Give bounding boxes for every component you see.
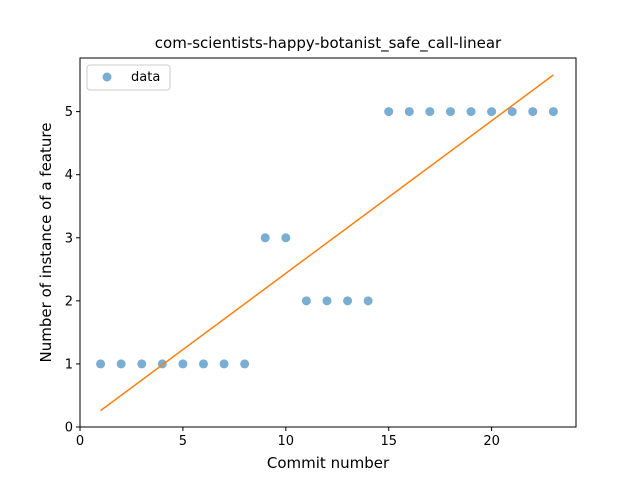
data-point bbox=[137, 359, 147, 369]
y-tick-label: 5 bbox=[65, 105, 73, 120]
axes-frame bbox=[79, 57, 577, 428]
x-tick-label: 20 bbox=[483, 434, 500, 449]
data-point bbox=[384, 107, 394, 117]
y-tick-label: 1 bbox=[65, 357, 73, 372]
data-point bbox=[445, 107, 455, 117]
x-axis-label: Commit number bbox=[267, 454, 390, 472]
x-tick-label: 5 bbox=[179, 434, 187, 449]
data-point bbox=[322, 296, 332, 306]
data-point bbox=[466, 107, 476, 117]
x-tick-label: 10 bbox=[278, 434, 295, 449]
x-tick-label: 0 bbox=[76, 434, 84, 449]
legend: data bbox=[86, 64, 171, 91]
data-point bbox=[343, 296, 353, 306]
legend-marker bbox=[102, 72, 112, 82]
data-point bbox=[198, 359, 208, 369]
x-tick-label: 15 bbox=[380, 434, 397, 449]
chart-title: com-scientists-happy-botanist_safe_call-… bbox=[155, 34, 502, 53]
y-tick-label: 4 bbox=[65, 168, 73, 183]
data-point bbox=[548, 107, 558, 117]
plot-area bbox=[96, 74, 558, 412]
data-point bbox=[528, 107, 538, 117]
data-point bbox=[363, 296, 373, 306]
y-tick-label: 3 bbox=[65, 231, 73, 246]
data-point bbox=[301, 296, 311, 306]
data-point bbox=[425, 107, 435, 117]
y-tick-label: 2 bbox=[65, 294, 73, 309]
data-point bbox=[404, 107, 414, 117]
y-axis: 0 1 2 3 4 5 bbox=[65, 105, 80, 436]
data-point bbox=[487, 107, 497, 117]
legend-label: data bbox=[131, 70, 160, 85]
data-point bbox=[281, 233, 291, 243]
data-point bbox=[507, 107, 517, 117]
data-point bbox=[116, 359, 126, 369]
fit-line bbox=[100, 74, 554, 412]
data-point bbox=[178, 359, 188, 369]
data-point bbox=[96, 359, 106, 369]
legend-box bbox=[86, 64, 171, 91]
y-tick-label: 0 bbox=[65, 421, 73, 436]
y-axis-label: Number of instance of a feature bbox=[37, 123, 55, 363]
x-axis: 0 5 10 15 20 bbox=[76, 427, 500, 449]
data-point bbox=[219, 359, 229, 369]
data-point bbox=[240, 359, 250, 369]
data-point bbox=[260, 233, 270, 243]
